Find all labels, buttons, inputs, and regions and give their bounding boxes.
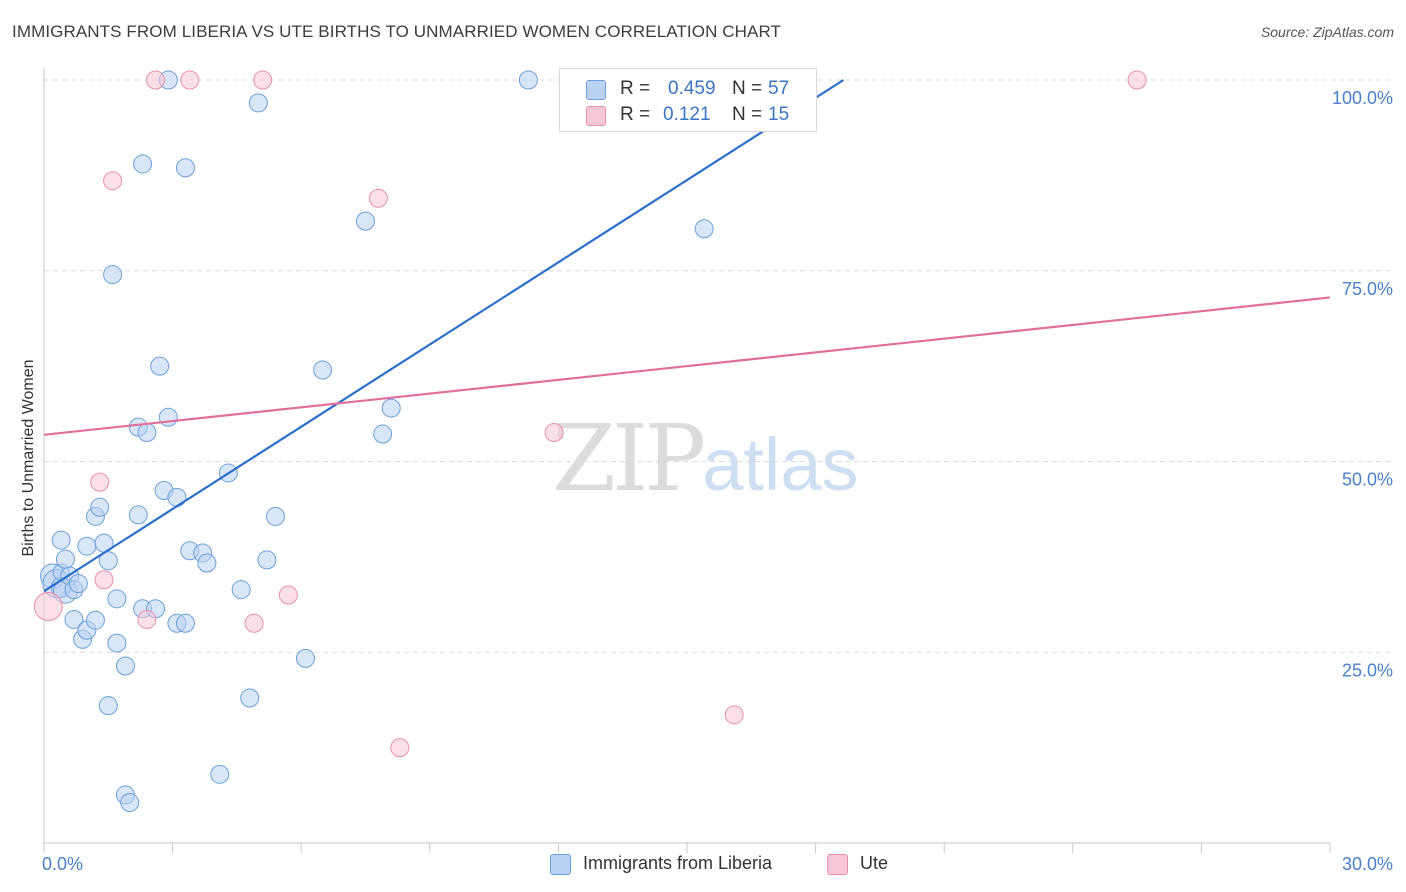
legend-swatch-ute (586, 106, 606, 126)
watermark-zip: ZIP (552, 405, 706, 512)
axes-layer (43, 68, 1331, 853)
correlation-legend: R = 0.459 N = 57 R = 0.121 N = 15 (559, 68, 817, 132)
point-ute (544, 423, 564, 443)
point-ute (724, 705, 744, 725)
point-ute (253, 70, 273, 90)
point-ute (33, 591, 63, 621)
trend-layer (43, 79, 1331, 593)
point-liberia (64, 609, 84, 629)
point-liberia (98, 696, 118, 716)
point-liberia (265, 506, 285, 526)
point-liberia (137, 423, 157, 443)
y-tick-label: 25.0% (1342, 660, 1393, 680)
chart-title: IMMIGRANTS FROM LIBERIA VS UTE BIRTHS TO… (12, 22, 782, 41)
y-tick-label: 75.0% (1342, 279, 1393, 299)
grid-layer (44, 79, 1392, 653)
point-liberia (103, 265, 123, 285)
x-tick-label: 30.0% (1342, 854, 1393, 874)
legend-n-label: N = (732, 78, 763, 99)
point-liberia (55, 549, 75, 569)
point-ute (278, 585, 298, 605)
point-ute (1127, 70, 1147, 90)
point-ute (145, 70, 165, 90)
trendline-liberia (43, 79, 845, 593)
point-liberia (120, 793, 140, 813)
point-liberia (85, 610, 105, 630)
point-liberia (694, 219, 714, 239)
point-liberia (295, 648, 315, 668)
point-liberia (373, 424, 393, 444)
point-liberia (150, 356, 170, 376)
legend-r-value: 0.459 (668, 78, 716, 99)
y-axis-label: Births to Unmarried Women (20, 359, 37, 556)
bottom-legend-liberia: Immigrants from Liberia (550, 852, 810, 878)
bottom-legend-swatch-ute (827, 854, 848, 875)
point-liberia (210, 764, 230, 784)
point-ute (180, 70, 200, 90)
point-liberia (167, 487, 187, 507)
point-ute (137, 609, 157, 629)
legend-r-label: R = (620, 78, 651, 99)
y-tick-label: 50.0% (1342, 470, 1393, 490)
bottom-legend-ute: Ute (827, 852, 907, 878)
point-liberia (115, 656, 135, 676)
legend-n-value: 57 (768, 78, 790, 99)
point-liberia (248, 93, 268, 113)
point-liberia (175, 158, 195, 178)
x-tick-label: 0.0% (42, 854, 83, 874)
point-liberia (107, 589, 127, 609)
point-ute (368, 188, 388, 208)
bottom-legend-label-liberia: Immigrants from Liberia (583, 853, 773, 873)
point-ute (244, 613, 264, 633)
point-liberia (133, 154, 153, 174)
point-liberia (158, 407, 178, 427)
point-liberia (356, 211, 375, 231)
point-liberia (107, 633, 127, 653)
point-ute (94, 570, 114, 590)
trendline-ute (43, 296, 1331, 436)
point-liberia (77, 536, 97, 556)
y-tick-label: 100.0% (1332, 88, 1393, 108)
point-liberia (197, 553, 217, 573)
source-label: Source: ZipAtlas.com (1260, 24, 1394, 40)
legend-r-label: R = (620, 104, 651, 125)
point-liberia (90, 497, 110, 517)
bottom-legend-label-ute: Ute (860, 853, 889, 873)
legend-swatch-liberia (586, 80, 606, 100)
point-liberia (313, 360, 333, 380)
legend-n-label: N = (732, 104, 763, 125)
point-liberia (231, 580, 251, 600)
point-ute (103, 171, 123, 191)
point-liberia (68, 574, 88, 594)
point-liberia (51, 530, 71, 550)
point-liberia (518, 70, 538, 90)
ticks-layer: 25.0% 50.0% 75.0% 100.0% 0.0% 30.0% (42, 88, 1393, 874)
point-liberia (128, 505, 148, 525)
point-liberia (381, 398, 401, 418)
points-layer (33, 70, 1147, 813)
watermark-atlas: atlas (702, 423, 859, 506)
point-liberia (175, 613, 195, 633)
legend-r-value: 0.121 (663, 104, 711, 125)
point-liberia (257, 550, 277, 570)
point-liberia (98, 551, 118, 571)
watermark: ZIPatlas (552, 405, 858, 512)
point-ute (90, 472, 110, 492)
legend-n-value: 15 (768, 104, 790, 125)
point-ute (390, 738, 410, 758)
bottom-legend-swatch-liberia (550, 854, 571, 875)
point-liberia (240, 688, 260, 708)
